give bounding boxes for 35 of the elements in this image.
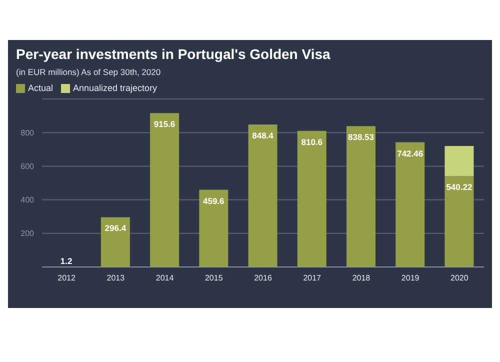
bar	[199, 190, 228, 267]
x-tick-label: 2018	[352, 274, 371, 283]
data-label: 848.4	[252, 130, 274, 140]
data-label: 810.6	[301, 136, 323, 147]
bar	[346, 126, 376, 267]
bar	[150, 113, 180, 267]
chart-subtitle: (in EUR millions) As of Sep 30th, 2020	[16, 67, 162, 77]
x-tick-label: 2013	[106, 274, 126, 283]
chart-title: Per-year investments in Portugal's Golden Visa	[16, 46, 332, 62]
y-tick-label: 800	[20, 128, 35, 138]
bar	[100, 217, 130, 267]
data-label: 1.2	[60, 256, 72, 266]
x-tick-label: 2015	[204, 274, 224, 283]
x-tick-label: 2019	[401, 274, 420, 283]
y-tick-label: 600	[20, 162, 35, 172]
x-tick-label: 2012	[58, 274, 76, 283]
bar	[248, 124, 278, 267]
data-label: 459.6	[203, 196, 225, 206]
data-label: 838.53	[348, 132, 374, 142]
data-label: 296.4	[104, 223, 126, 234]
bar	[396, 142, 425, 267]
data-label: 540.22	[446, 182, 472, 192]
bar	[444, 176, 474, 267]
x-tick-label: 2014	[156, 274, 174, 283]
x-tick-label: 2016	[254, 274, 272, 283]
legend-label: Annualized trajectory	[72, 83, 158, 93]
bar	[444, 146, 474, 176]
x-tick-label: 2020	[450, 274, 469, 283]
y-tick-label: 400	[20, 196, 35, 205]
y-tick-label: 200	[20, 229, 35, 238]
data-label: 915.6	[154, 119, 176, 130]
data-label: 742.46	[397, 148, 424, 158]
bar	[297, 130, 326, 267]
legend-label: Actual	[27, 83, 54, 93]
x-tick-label: 2017	[303, 274, 322, 283]
